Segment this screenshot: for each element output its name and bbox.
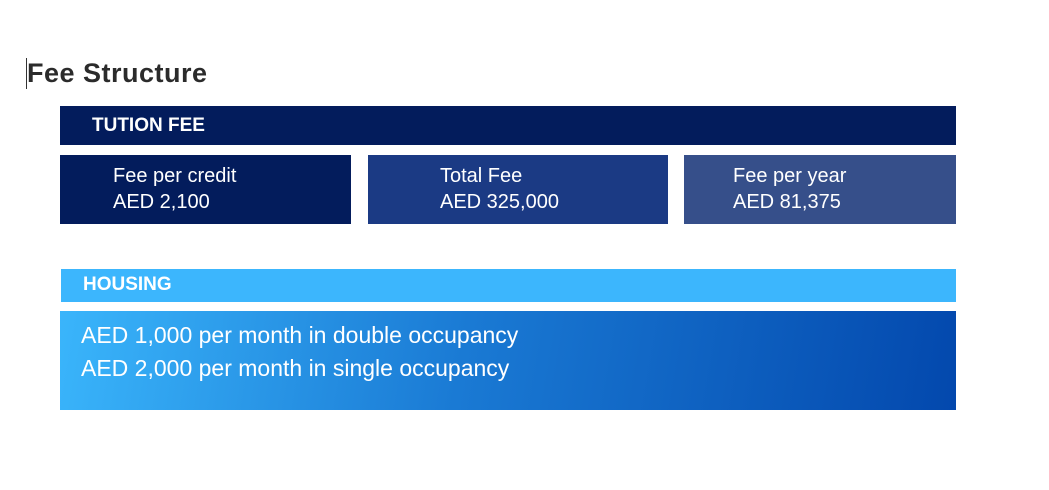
housing-details: AED 1,000 per month in double occupancy … xyxy=(60,311,956,410)
page-title: Fee Structure xyxy=(26,58,208,89)
card-value: AED 81,375 xyxy=(733,191,841,213)
card-label: Total Fee xyxy=(440,165,523,187)
total-fee-card: Total Fee AED 325,000 xyxy=(368,155,668,224)
card-label: Fee per year xyxy=(733,165,847,187)
tuition-fee-header: TUTION FEE xyxy=(60,106,956,145)
fee-per-year-card: Fee per year AED 81,375 xyxy=(684,155,956,224)
fee-per-credit-card: Fee per credit AED 2,100 xyxy=(60,155,351,224)
housing-line-single: AED 2,000 per month in single occupancy xyxy=(81,355,510,381)
card-label: Fee per credit xyxy=(113,165,237,187)
housing-header: HOUSING xyxy=(61,269,956,302)
housing-line-double: AED 1,000 per month in double occupancy xyxy=(81,322,519,348)
card-value: AED 325,000 xyxy=(440,191,559,213)
card-value: AED 2,100 xyxy=(113,191,210,213)
